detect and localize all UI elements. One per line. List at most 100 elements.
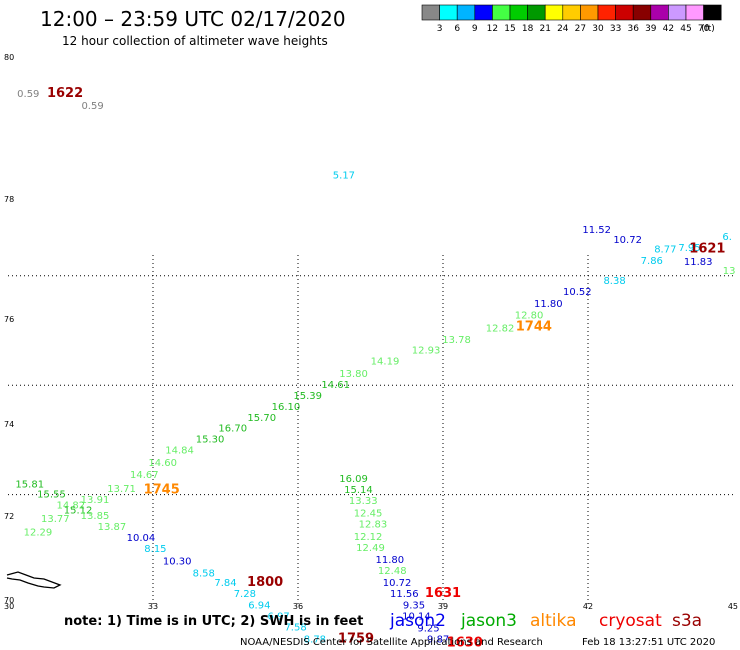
wave-height-label: 7.95 xyxy=(678,243,700,254)
satellite-name-cryosat: cryosat xyxy=(599,611,662,631)
colorbar-swatch xyxy=(615,4,634,21)
wave-height-label: 11.56 xyxy=(390,589,419,600)
colorbar-swatch xyxy=(703,4,722,21)
latitude-label: 80 xyxy=(4,53,14,62)
pass-time-label: 1630 xyxy=(447,636,483,650)
wave-height-label: 13.78 xyxy=(442,335,471,346)
wave-height-label: 13.87 xyxy=(98,522,127,533)
wave-height-label: 11.80 xyxy=(376,555,405,566)
pass-time-label: 1631 xyxy=(425,586,461,601)
satellite-legend: jason2 jason3 altika cryosat s3a xyxy=(389,611,702,631)
pass-time-label: 1621 xyxy=(689,241,725,256)
colorbar-swatch xyxy=(668,4,687,21)
colorbar-tick-label: 30 xyxy=(592,24,604,34)
wave-height-label: 9.35 xyxy=(403,600,425,611)
colorbar-tick-label: 18 xyxy=(522,24,534,34)
wave-height-label: 10.72 xyxy=(383,578,412,589)
colorbar-swatch xyxy=(650,4,669,21)
latitude-label: 70 xyxy=(4,596,14,605)
colorbar-tick-label: 39 xyxy=(645,24,657,34)
footer-credit: NOAA/NESDIS Center for Satellite Applica… xyxy=(240,637,543,648)
satellite-name-altika: altika xyxy=(530,611,577,631)
colorbar-swatch xyxy=(597,4,616,21)
wave-height-label: 12.45 xyxy=(354,508,383,519)
colorbar-tick-label: 9 xyxy=(472,24,478,34)
wave-height-label: 12.29 xyxy=(24,528,53,539)
colorbar-swatch xyxy=(421,4,440,21)
wave-height-label: 6.94 xyxy=(248,600,270,611)
colorbar-tick-label: 70 xyxy=(698,24,710,34)
wave-height-label: 12.82 xyxy=(486,324,515,335)
wave-height-label: 8.77 xyxy=(654,244,676,255)
wave-height-label: 12.48 xyxy=(378,566,407,577)
colorbar-tick-label: 42 xyxy=(663,24,674,34)
colorbar-swatch xyxy=(562,4,581,21)
colorbar-tick-label: 27 xyxy=(575,24,586,34)
longitude-label: 42 xyxy=(583,602,593,611)
wave-height-label: 14.61 xyxy=(321,380,350,391)
note-text: note: 1) Time is in UTC; 2) SWH is in fe… xyxy=(64,614,363,629)
wave-height-label: 11.52 xyxy=(582,225,611,236)
footer-timestamp: Feb 18 13:27:51 UTC 2020 xyxy=(582,637,715,648)
wave-height-label: 6.97 xyxy=(268,611,290,622)
wave-height-label: 14.82 xyxy=(57,500,86,511)
wave-height-label: 14.84 xyxy=(165,446,194,457)
pass-time-label: 1622 xyxy=(47,86,83,101)
colorbar-tick-label: 15 xyxy=(504,24,515,34)
wave-height-label: 7.28 xyxy=(234,589,256,600)
wave-height-label: 11.80 xyxy=(534,299,563,310)
coastline xyxy=(6,571,62,589)
latitude-label: 78 xyxy=(4,195,14,204)
wave-height-label: 9.25 xyxy=(417,623,439,634)
wave-height-label: 11.83 xyxy=(684,257,713,268)
wave-height-label: 12.93 xyxy=(412,345,441,356)
wave-height-label: 13.80 xyxy=(339,369,368,380)
wave-height-label: 15.12 xyxy=(64,506,93,517)
wave-height-label: 7.86 xyxy=(641,256,663,267)
wave-height-label: 9.87 xyxy=(427,634,449,645)
wave-height-label: 16.70 xyxy=(218,424,247,435)
longitude-label: 36 xyxy=(293,602,303,611)
wave-height-label: 10.72 xyxy=(613,235,642,246)
wave-height-label: 13.91 xyxy=(81,495,110,506)
pass-time-label: 1745 xyxy=(144,483,180,498)
wave-height-label: 8.38 xyxy=(603,276,625,287)
wave-height-label: 13.33 xyxy=(349,496,378,507)
colorbar-swatch xyxy=(632,4,652,21)
colorbar-swatch xyxy=(474,4,493,21)
wave-height-label: 10.14 xyxy=(402,611,431,622)
wave-height-label: 16.10 xyxy=(272,402,301,413)
wave-height-label: 10.30 xyxy=(163,557,192,568)
latitude-label: 72 xyxy=(4,512,14,521)
colorbar-tick-label: 6 xyxy=(454,24,460,34)
wave-height-label: 15.55 xyxy=(37,489,66,500)
satellite-name-jason3: jason3 xyxy=(460,611,517,631)
colorbar-tick-label: 12 xyxy=(487,24,498,34)
colorbar-swatch xyxy=(527,4,546,21)
colorbar-unit: (ft) xyxy=(701,24,715,34)
wave-height-label: 15.81 xyxy=(15,479,44,490)
colorbar: 3 6 9 12 15 18 21 24 27 30 33 36 39 42 45 70(ft) xyxy=(421,4,722,34)
wave-height-label: 8.15 xyxy=(144,544,166,555)
lat-lon-grid xyxy=(8,255,733,604)
longitude-label: 33 xyxy=(148,602,158,611)
pass-time-label: 1759 xyxy=(338,631,374,646)
colorbar-swatch xyxy=(439,4,458,21)
longitude-label: 30 xyxy=(4,602,14,611)
wave-height-label: 7.84 xyxy=(214,578,236,589)
pass-time-label: 1744 xyxy=(516,320,552,335)
wave-height-label: 15.30 xyxy=(196,435,225,446)
wave-height-label: 6. xyxy=(722,232,732,243)
colorbar-tick-label: 3 xyxy=(437,24,443,34)
colorbar-tick-label: 45 xyxy=(680,24,691,34)
colorbar-swatch xyxy=(544,4,564,21)
wave-height-label: 13.77 xyxy=(41,514,70,525)
satellite-name-s3a: s3a xyxy=(672,611,702,631)
wave-height-label: 15.39 xyxy=(293,391,322,402)
colorbar-tick-label: 36 xyxy=(627,24,639,34)
colorbar-swatch xyxy=(492,4,511,21)
colorbar-swatch xyxy=(580,4,599,21)
